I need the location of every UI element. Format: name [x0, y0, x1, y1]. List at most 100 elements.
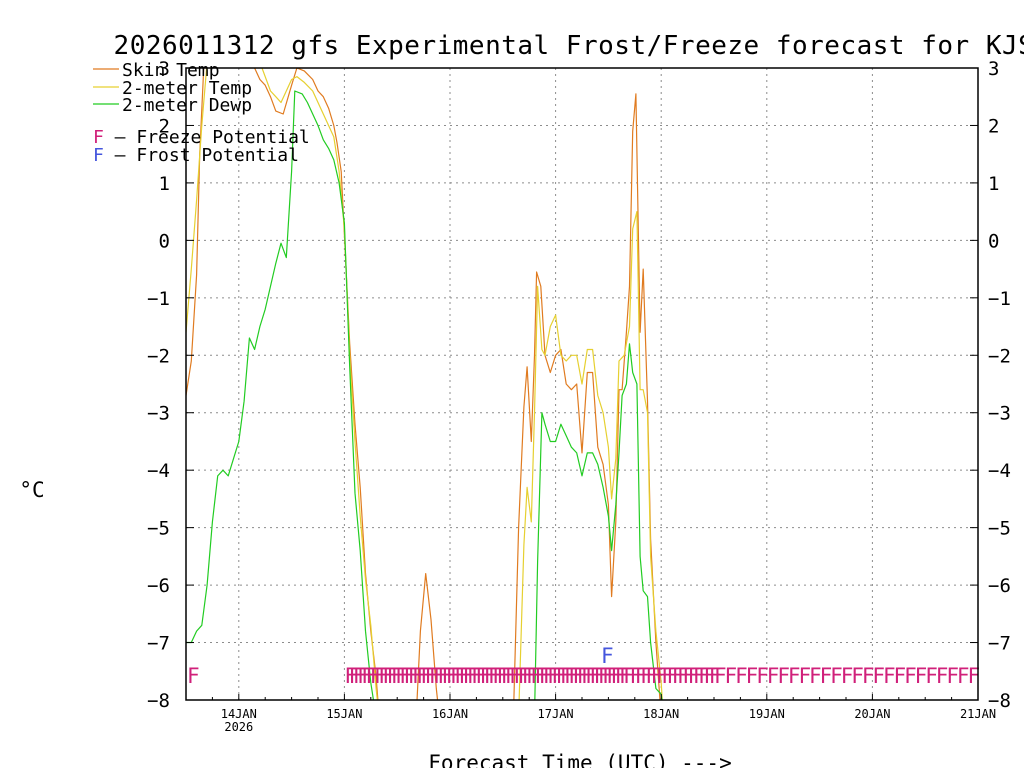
freeze-potential-marker: F	[725, 664, 738, 688]
freeze-potential-marker: F	[651, 664, 664, 688]
freeze-potential-marker: F	[640, 664, 653, 688]
freeze-potential-marker: F	[606, 664, 619, 688]
freeze-potential-marker: F	[378, 664, 391, 688]
freeze-potential-marker: F	[872, 664, 885, 688]
freeze-potential-marker: F	[433, 664, 446, 688]
freeze-potential-marker: F	[585, 664, 598, 688]
freeze-marker-glyph: F	[93, 127, 104, 148]
freeze-potential-marker: F	[412, 664, 425, 688]
freeze-potential-marker: F	[645, 664, 658, 688]
freeze-potential-marker: F	[703, 664, 716, 688]
series-line-2-meter-temp	[186, 68, 663, 700]
freeze-potential-marker: F	[522, 664, 535, 688]
y-tick-label-right: −5	[988, 518, 1011, 540]
y-tick-label-right: −4	[988, 460, 1011, 482]
freeze-potential-marker: F	[635, 664, 648, 688]
freeze-potential-marker: F	[672, 664, 685, 688]
freeze-potential-marker: F	[883, 664, 896, 688]
x-tick-label: 19JAN	[749, 707, 785, 721]
freeze-potential-marker: F	[551, 664, 564, 688]
freeze-potential-marker: F	[187, 664, 200, 688]
freeze-potential-marker: F	[851, 664, 864, 688]
frost-potential-marker: F	[601, 644, 614, 668]
freeze-potential-marker: F	[425, 664, 438, 688]
freeze-potential-marker: F	[967, 664, 980, 688]
series-group	[186, 68, 663, 700]
freeze-potential-marker: F	[513, 664, 526, 688]
freeze-potential-marker: F	[556, 664, 569, 688]
freeze-potential-marker: F	[391, 664, 404, 688]
freeze-potential-marker: F	[698, 664, 711, 688]
freeze-potential-marker: F	[709, 664, 722, 688]
freeze-potential-marker: F	[598, 664, 611, 688]
freeze-potential-marker: F	[404, 664, 417, 688]
freeze-potential-marker: F	[661, 664, 674, 688]
y-tick-label: 0	[159, 230, 170, 252]
freeze-potential-marker: F	[581, 664, 594, 688]
freeze-potential-marker: F	[809, 664, 822, 688]
x-tick-sublabel: 2026	[224, 720, 253, 734]
legend-label-skin-temp: Skin Temp	[122, 60, 220, 81]
y-tick-label: −1	[147, 288, 170, 310]
freeze-potential-marker: F	[526, 664, 539, 688]
freeze-potential-marker: F	[480, 664, 493, 688]
freeze-potential-marker: F	[454, 664, 467, 688]
y-tick-label: 1	[159, 173, 170, 195]
y-tick-label: −3	[147, 403, 170, 425]
y-tick-label: −8	[147, 690, 170, 712]
y-axis: 3 3 2 2 1 1 0 0 −1 −1 −2 −2 −3 −3 −4 −4 −5 −5 −6 −6 −7 −7 −8 −8	[147, 58, 1011, 712]
freeze-potential-marker: F	[446, 664, 459, 688]
freeze-potential-marker: F	[798, 664, 811, 688]
freeze-potential-marker: F	[594, 664, 607, 688]
x-tick-label: 21JAN	[960, 707, 996, 721]
freeze-potential-marker: F	[666, 664, 679, 688]
y-tick-label-right: −1	[988, 288, 1011, 310]
freeze-potential-marker: F	[915, 664, 928, 688]
freeze-potential-marker: F	[429, 664, 442, 688]
freeze-potential-marker: F	[946, 664, 959, 688]
freeze-potential-marker: F	[543, 664, 556, 688]
freeze-potential-marker: F	[467, 664, 480, 688]
freeze-potential-marker: F	[894, 664, 907, 688]
freeze-potential-marker: F	[788, 664, 801, 688]
freeze-potential-marker: F	[366, 664, 379, 688]
y-tick-label-right: −6	[988, 575, 1011, 597]
freeze-potential-marker: F	[611, 664, 624, 688]
freeze-potential-marker: F	[862, 664, 875, 688]
freeze-potential-marker: F	[656, 664, 669, 688]
freeze-potential-marker: F	[488, 664, 501, 688]
freeze-potential-marker: F	[568, 664, 581, 688]
freeze-potential-marker: F	[416, 664, 429, 688]
freeze-potential-marker: F	[349, 664, 362, 688]
freeze-potential-marker: F	[619, 664, 632, 688]
freeze-potential-marker: F	[382, 664, 395, 688]
y-tick-label: −4	[147, 460, 170, 482]
freeze-potential-marker: F	[395, 664, 408, 688]
y-axis-label: °C	[19, 478, 44, 502]
freeze-potential-marker: F	[420, 664, 433, 688]
x-tick-label: 15JAN	[326, 707, 362, 721]
frost-marker-glyph: F	[93, 145, 104, 166]
freeze-potential-marker: F	[518, 664, 531, 688]
freeze-potential-marker: F	[623, 664, 636, 688]
freeze-potential-marker: F	[496, 664, 509, 688]
freeze-potential-marker: F	[682, 664, 695, 688]
legend-frost-potential: F – Frost Potential	[93, 145, 299, 166]
freeze-potential-marker: F	[361, 664, 374, 688]
freeze-potential-marker: F	[936, 664, 949, 688]
freeze-potential-marker: F	[714, 664, 727, 688]
freeze-potential-marker: F	[602, 664, 615, 688]
legend-label-2m-dewp: 2-meter Dewp	[122, 95, 252, 116]
freeze-potential-marker: F	[777, 664, 790, 688]
freeze-potential-marker: F	[577, 664, 590, 688]
potential-markers: F FFFFFFFFFFFFFFFFFFFFFFFFFFFFFFFFFFFFFFF…	[187, 644, 980, 688]
freeze-potential-marker: F	[677, 664, 690, 688]
y-tick-label: 2	[159, 115, 170, 137]
y-tick-label: −2	[147, 345, 170, 367]
freeze-potential-marker: F	[374, 664, 387, 688]
freeze-potential-marker: F	[471, 664, 484, 688]
freeze-potential-marker: F	[904, 664, 917, 688]
freeze-potential-marker: F	[458, 664, 471, 688]
freeze-potential-marker: F	[735, 664, 748, 688]
